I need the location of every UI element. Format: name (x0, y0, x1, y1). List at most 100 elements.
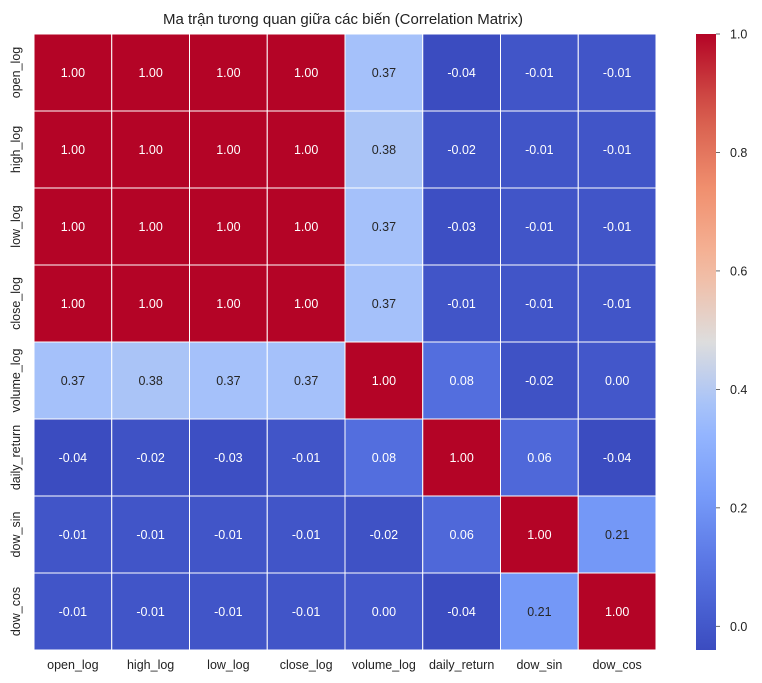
colorbar-tick-label-0.0: 0.0 (730, 620, 747, 634)
cell-value-dow_sin-volume_log: -0.02 (370, 528, 399, 542)
cell-value-close_log-dow_cos: -0.01 (603, 297, 632, 311)
x-tick-label-volume_log: volume_log (352, 658, 416, 672)
cell-close_log-low_log (189, 264, 268, 343)
cell-close_log-volume_log (344, 264, 424, 343)
cell-open_log-close_log (266, 33, 346, 112)
cell-value-open_log-low_log: 1.00 (216, 66, 240, 80)
cell-open_log-low_log (189, 33, 268, 112)
cell-value-high_log-daily_return: -0.02 (447, 143, 476, 157)
cell-value-open_log-daily_return: -0.04 (447, 66, 476, 80)
cell-daily_return-dow_sin (500, 418, 579, 497)
cell-value-daily_return-volume_log: 0.08 (372, 451, 396, 465)
cell-dow_cos-low_log (189, 572, 268, 651)
cell-value-daily_return-high_log: -0.02 (136, 451, 165, 465)
cell-open_log-dow_cos (577, 33, 657, 112)
cell-low_log-daily_return (422, 187, 501, 266)
x-tick-label-low_log: low_log (207, 658, 249, 672)
cell-value-daily_return-open_log: -0.04 (59, 451, 88, 465)
cell-low_log-open_log (33, 187, 113, 266)
cell-value-low_log-close_log: 1.00 (294, 220, 318, 234)
cell-dow_sin-open_log (33, 495, 113, 574)
cell-value-dow_cos-dow_sin: 0.21 (527, 605, 551, 619)
cell-value-low_log-dow_cos: -0.01 (603, 220, 632, 234)
cell-volume_log-dow_sin (500, 341, 579, 420)
cell-value-low_log-volume_log: 0.37 (372, 220, 396, 234)
cell-value-low_log-low_log: 1.00 (216, 220, 240, 234)
y-tick-label-low_log: low_log (9, 205, 23, 247)
cell-value-volume_log-open_log: 0.37 (61, 374, 85, 388)
cell-value-daily_return-dow_sin: 0.06 (527, 451, 551, 465)
cell-open_log-open_log (33, 33, 113, 112)
cell-dow_sin-high_log (111, 495, 190, 574)
cell-value-dow_cos-volume_log: 0.00 (372, 605, 396, 619)
cell-value-dow_cos-low_log: -0.01 (214, 605, 243, 619)
cell-dow_cos-close_log (266, 572, 346, 651)
colorbar-gradient (696, 34, 716, 650)
y-tick-label-dow_sin: dow_sin (9, 512, 23, 558)
cell-value-dow_cos-open_log: -0.01 (59, 605, 88, 619)
cell-value-dow_sin-low_log: -0.01 (214, 528, 243, 542)
cell-value-low_log-daily_return: -0.03 (447, 220, 476, 234)
cell-value-high_log-open_log: 1.00 (61, 143, 85, 157)
x-tick-label-dow_cos: dow_cos (592, 658, 641, 672)
cell-value-dow_cos-high_log: -0.01 (136, 605, 165, 619)
cell-low_log-dow_cos (577, 187, 657, 266)
cell-value-high_log-dow_sin: -0.01 (525, 143, 554, 157)
cell-value-dow_cos-close_log: -0.01 (292, 605, 321, 619)
cell-value-close_log-dow_sin: -0.01 (525, 297, 554, 311)
cell-value-dow_sin-daily_return: 0.06 (449, 528, 473, 542)
heatmap-cells: 1.00 1.00 1.00 1.00 0.37 -0.04 -0.01 -0.01 1.00 1… (33, 33, 657, 651)
cell-value-daily_return-daily_return: 1.00 (449, 451, 473, 465)
cell-value-volume_log-dow_cos: 0.00 (605, 374, 629, 388)
y-tick-label-daily_return: daily_return (9, 425, 23, 490)
cell-daily_return-high_log (111, 418, 190, 497)
cell-value-close_log-high_log: 1.00 (138, 297, 162, 311)
cell-value-open_log-volume_log: 0.37 (372, 66, 396, 80)
cell-value-high_log-volume_log: 0.38 (372, 143, 396, 157)
cell-value-close_log-daily_return: -0.01 (447, 297, 476, 311)
cell-value-volume_log-volume_log: 1.00 (372, 374, 396, 388)
cell-value-dow_sin-open_log: -0.01 (59, 528, 88, 542)
cell-value-open_log-dow_cos: -0.01 (603, 66, 632, 80)
cell-value-daily_return-low_log: -0.03 (214, 451, 243, 465)
cell-low_log-close_log (266, 187, 346, 266)
cell-daily_return-dow_cos (577, 418, 657, 497)
cell-dow_cos-dow_cos (577, 572, 657, 651)
cell-value-open_log-close_log: 1.00 (294, 66, 318, 80)
cell-value-dow_cos-dow_cos: 1.00 (605, 605, 629, 619)
cell-high_log-high_log (111, 110, 190, 189)
cell-low_log-high_log (111, 187, 190, 266)
cell-dow_sin-volume_log (344, 495, 424, 574)
y-tick-label-dow_cos: dow_cos (9, 587, 23, 636)
cell-high_log-dow_cos (577, 110, 657, 189)
cell-high_log-daily_return (422, 110, 501, 189)
cell-low_log-dow_sin (500, 187, 579, 266)
chart-title: Ma trận tương quan giữa các biến (Correl… (163, 11, 523, 28)
cell-close_log-close_log (266, 264, 346, 343)
cell-value-volume_log-dow_sin: -0.02 (525, 374, 554, 388)
x-tick-label-open_log: open_log (47, 658, 98, 672)
cell-value-volume_log-low_log: 0.37 (216, 374, 240, 388)
colorbar: 0.0 0.2 0.4 0.6 0.8 1.0 (696, 28, 747, 650)
colorbar-tick-label-0.2: 0.2 (730, 501, 747, 515)
cell-value-volume_log-high_log: 0.38 (138, 374, 162, 388)
cell-dow_sin-daily_return (422, 495, 501, 574)
cell-value-close_log-volume_log: 0.37 (372, 297, 396, 311)
cell-value-low_log-high_log: 1.00 (138, 220, 162, 234)
x-tick-label-dow_sin: dow_sin (516, 658, 562, 672)
colorbar-tick-label-0.8: 0.8 (730, 146, 747, 160)
cell-daily_return-low_log (189, 418, 268, 497)
cell-dow_cos-volume_log (344, 572, 424, 651)
cell-value-high_log-high_log: 1.00 (138, 143, 162, 157)
cell-dow_sin-dow_cos (577, 495, 657, 574)
y-tick-label-volume_log: volume_log (9, 348, 23, 412)
cell-value-low_log-open_log: 1.00 (61, 220, 85, 234)
colorbar-tick-label-0.6: 0.6 (730, 264, 747, 278)
x-tick-label-daily_return: daily_return (429, 658, 494, 672)
cell-open_log-daily_return (422, 33, 501, 112)
cell-value-low_log-dow_sin: -0.01 (525, 220, 554, 234)
colorbar-tick-label-0.4: 0.4 (730, 383, 747, 397)
cell-dow_sin-dow_sin (500, 495, 579, 574)
cell-value-dow_sin-close_log: -0.01 (292, 528, 321, 542)
cell-volume_log-close_log (266, 341, 346, 420)
